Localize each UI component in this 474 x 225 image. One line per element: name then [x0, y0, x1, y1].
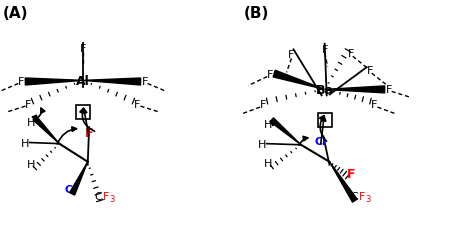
Text: C: C	[94, 191, 102, 201]
Polygon shape	[273, 71, 325, 90]
Text: F: F	[371, 100, 378, 110]
Text: F: F	[366, 66, 373, 76]
Polygon shape	[70, 162, 88, 195]
Text: H: H	[264, 158, 272, 168]
Text: Ba: Ba	[316, 83, 334, 97]
Text: H: H	[257, 139, 266, 149]
Text: F: F	[103, 191, 109, 201]
Polygon shape	[33, 117, 59, 144]
Text: F: F	[288, 50, 295, 60]
Text: F: F	[134, 100, 141, 110]
Text: F: F	[321, 45, 328, 54]
Text: 3: 3	[365, 194, 370, 203]
Text: F: F	[359, 191, 365, 201]
Text: F: F	[267, 69, 273, 79]
Text: H: H	[27, 159, 35, 169]
Text: Al: Al	[76, 74, 90, 88]
Polygon shape	[270, 118, 301, 145]
Text: F: F	[385, 85, 392, 95]
Polygon shape	[25, 79, 83, 86]
Text: F: F	[25, 100, 32, 110]
Text: F: F	[347, 49, 354, 59]
Text: F: F	[85, 126, 93, 139]
Text: H: H	[264, 119, 272, 129]
Text: F: F	[80, 43, 86, 53]
Text: F: F	[260, 100, 266, 110]
Text: F: F	[141, 77, 148, 87]
Text: C: C	[350, 191, 358, 201]
Text: Cl: Cl	[64, 184, 76, 194]
Text: (A): (A)	[3, 6, 28, 21]
Text: F: F	[346, 167, 355, 180]
Text: (B): (B)	[244, 6, 270, 21]
Text: H: H	[27, 118, 35, 128]
Text: H: H	[20, 138, 29, 148]
Polygon shape	[325, 87, 385, 93]
Polygon shape	[329, 162, 357, 202]
Text: Cl: Cl	[314, 137, 327, 147]
Text: F: F	[18, 77, 25, 87]
Text: 3: 3	[109, 194, 114, 203]
Polygon shape	[83, 79, 141, 86]
